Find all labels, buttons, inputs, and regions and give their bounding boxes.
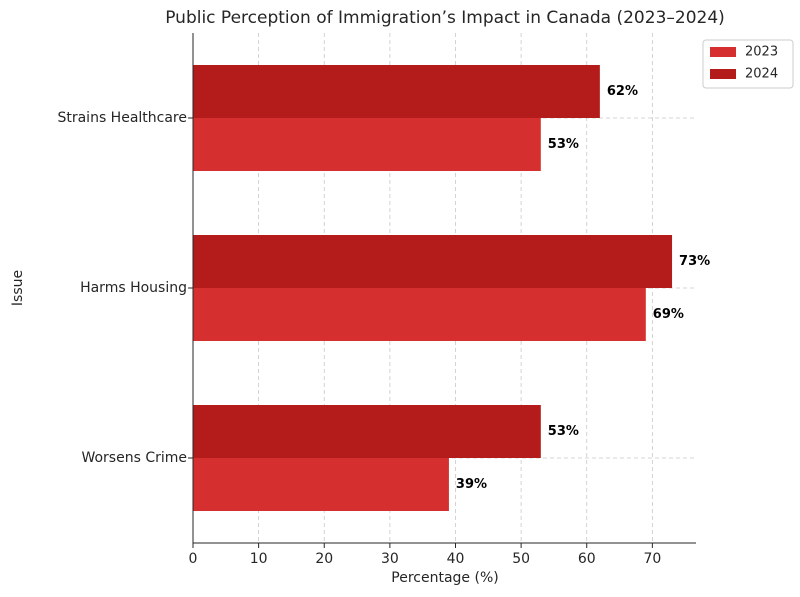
value-label: 53% xyxy=(548,137,579,152)
y-tick-label: Strains Healthcare xyxy=(57,110,187,126)
chart-title: Public Perception of Immigration’s Impac… xyxy=(165,8,725,28)
x-tick-label: 60 xyxy=(578,551,596,567)
bar xyxy=(193,235,673,288)
bar xyxy=(193,458,449,511)
x-axis-label: Percentage (%) xyxy=(391,570,498,586)
y-axis-label: Issue xyxy=(10,270,26,306)
x-tick-label: 10 xyxy=(250,551,268,567)
x-tick-label: 40 xyxy=(447,551,465,567)
value-label: 39% xyxy=(456,477,487,492)
value-label: 69% xyxy=(653,307,684,322)
y-tick-label: Worsens Crime xyxy=(81,450,187,466)
value-label: 73% xyxy=(679,254,710,269)
bar xyxy=(193,288,646,341)
bar xyxy=(193,118,541,171)
legend-swatch xyxy=(710,47,736,57)
bar xyxy=(193,65,600,118)
legend-label: 2023 xyxy=(745,45,778,60)
x-tick-label: 0 xyxy=(189,551,198,567)
x-tick-label: 50 xyxy=(512,551,530,567)
value-label: 62% xyxy=(607,84,638,99)
legend-label: 2024 xyxy=(745,67,778,82)
value-label: 53% xyxy=(548,424,579,439)
y-tick-label: Harms Housing xyxy=(80,280,187,296)
x-tick-label: 20 xyxy=(315,551,333,567)
legend-swatch xyxy=(710,69,736,79)
x-tick-label: 70 xyxy=(643,551,661,567)
bar xyxy=(193,405,541,458)
x-tick-label: 30 xyxy=(381,551,399,567)
